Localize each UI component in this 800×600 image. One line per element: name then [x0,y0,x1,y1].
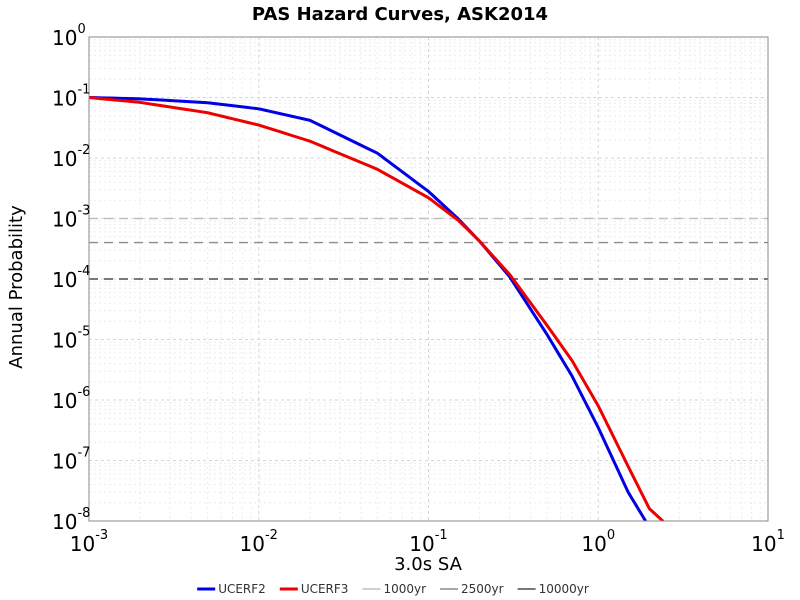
x-tick-label: 101 [751,528,785,556]
y-tick-label: 10-2 [52,143,90,171]
y-tick-label: 10-8 [52,506,90,534]
x-tick-label: 100 [581,528,615,556]
y-tick-label: 10-1 [52,83,90,111]
legend-label-ucerf3: UCERF3 [301,582,349,596]
x-tick-labels: 10-3 10-2 10-1 100 101 [70,528,785,556]
series-ucerf3-line [89,96,665,521]
y-tick-label: 10-6 [52,385,90,413]
x-tick-label: 10-1 [409,528,447,556]
chart-title: PAS Hazard Curves, ASK2014 [252,4,548,25]
x-tick-label: 10-3 [70,528,108,556]
legend-label-1000yr: 1000yr [383,582,426,596]
y-tick-label: 10-5 [52,325,90,353]
legend-label-2500yr: 2500yr [461,582,504,596]
x-axis-label: 3.0s SA [394,554,462,575]
y-tick-label: 10-3 [52,204,90,232]
x-tick-label: 10-2 [240,528,278,556]
y-tick-label: 100 [52,22,86,50]
legend-label-10000yr: 10000yr [539,582,589,596]
y-tick-labels: 100 10-1 10-2 10-3 10-4 10-5 10-6 10-7 10-8 [52,22,90,534]
series-group [89,96,768,521]
y-axis-label: Annual Probability [6,205,27,369]
y-tick-label: 10-4 [52,264,90,292]
plot-frame [88,36,769,522]
legend-label-ucerf2: UCERF2 [218,582,266,596]
legend: UCERF2 UCERF3 1000yr 2500yr 10000yr [197,582,589,596]
y-tick-label: 10-7 [52,446,90,474]
